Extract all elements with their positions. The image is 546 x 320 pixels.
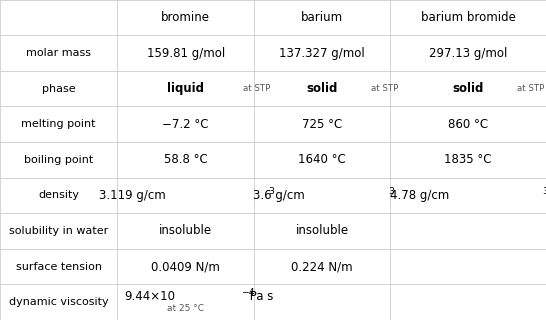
Text: density: density <box>38 190 79 200</box>
Text: Pa s: Pa s <box>246 290 274 303</box>
Text: 1835 °C: 1835 °C <box>444 153 492 166</box>
Text: 58.8 °C: 58.8 °C <box>164 153 207 166</box>
Text: at STP: at STP <box>517 84 544 93</box>
Text: 3.119 g/cm: 3.119 g/cm <box>99 189 166 202</box>
Text: boiling point: boiling point <box>24 155 93 165</box>
Text: 9.44×10: 9.44×10 <box>124 290 175 303</box>
Text: 137.327 g/mol: 137.327 g/mol <box>279 46 365 60</box>
Text: at STP: at STP <box>371 84 398 93</box>
Text: 725 °C: 725 °C <box>302 118 342 131</box>
Text: 1640 °C: 1640 °C <box>298 153 346 166</box>
Text: dynamic viscosity: dynamic viscosity <box>9 297 109 307</box>
Text: solid: solid <box>453 82 484 95</box>
Text: insoluble: insoluble <box>295 225 349 237</box>
Text: −7.2 °C: −7.2 °C <box>162 118 209 131</box>
Text: 3: 3 <box>388 187 394 196</box>
Text: surface tension: surface tension <box>16 262 102 272</box>
Text: at STP: at STP <box>243 84 270 93</box>
Text: 4.78 g/cm: 4.78 g/cm <box>390 189 449 202</box>
Text: 297.13 g/mol: 297.13 g/mol <box>429 46 507 60</box>
Text: barium: barium <box>301 11 343 24</box>
Text: 159.81 g/mol: 159.81 g/mol <box>146 46 225 60</box>
Text: phase: phase <box>42 84 75 93</box>
Text: melting point: melting point <box>21 119 96 129</box>
Text: liquid: liquid <box>167 82 204 95</box>
Text: solid: solid <box>306 82 338 95</box>
Text: 0.0409 N/m: 0.0409 N/m <box>151 260 220 273</box>
Text: solubility in water: solubility in water <box>9 226 108 236</box>
Text: at 25 °C: at 25 °C <box>167 304 204 313</box>
Text: −4: −4 <box>241 288 255 297</box>
Text: insoluble: insoluble <box>159 225 212 237</box>
Text: 3: 3 <box>542 187 546 196</box>
Text: 3: 3 <box>268 187 274 196</box>
Text: barium bromide: barium bromide <box>421 11 515 24</box>
Text: 0.224 N/m: 0.224 N/m <box>292 260 353 273</box>
Text: 860 °C: 860 °C <box>448 118 488 131</box>
Text: bromine: bromine <box>161 11 210 24</box>
Text: 3.6 g/cm: 3.6 g/cm <box>253 189 304 202</box>
Text: molar mass: molar mass <box>26 48 91 58</box>
